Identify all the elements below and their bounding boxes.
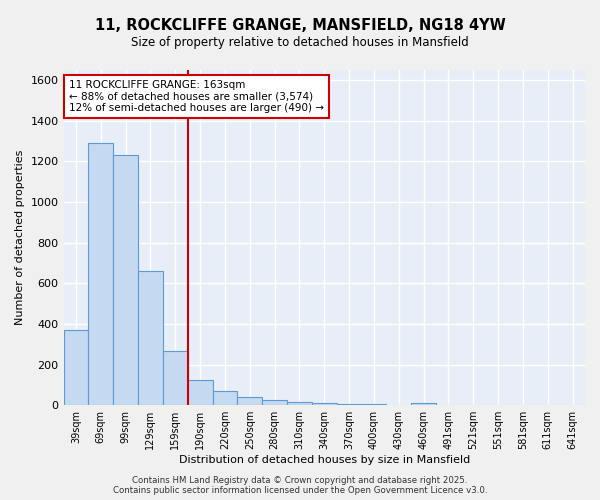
Text: 11 ROCKCLIFFE GRANGE: 163sqm
← 88% of detached houses are smaller (3,574)
12% of: 11 ROCKCLIFFE GRANGE: 163sqm ← 88% of de…	[69, 80, 324, 114]
Text: Contains HM Land Registry data © Crown copyright and database right 2025.
Contai: Contains HM Land Registry data © Crown c…	[113, 476, 487, 495]
X-axis label: Distribution of detached houses by size in Mansfield: Distribution of detached houses by size …	[179, 455, 470, 465]
Text: 11, ROCKCLIFFE GRANGE, MANSFIELD, NG18 4YW: 11, ROCKCLIFFE GRANGE, MANSFIELD, NG18 4…	[95, 18, 505, 32]
Bar	[188, 380, 212, 405]
Bar	[238, 398, 262, 405]
Bar	[362, 404, 386, 405]
Bar	[113, 156, 138, 405]
Bar	[312, 403, 337, 405]
Bar	[262, 400, 287, 405]
Y-axis label: Number of detached properties: Number of detached properties	[15, 150, 25, 326]
Bar	[287, 402, 312, 405]
Bar	[212, 392, 238, 405]
Bar	[64, 330, 88, 405]
Text: Size of property relative to detached houses in Mansfield: Size of property relative to detached ho…	[131, 36, 469, 49]
Bar	[337, 404, 362, 405]
Bar	[163, 352, 188, 405]
Bar	[88, 143, 113, 405]
Bar	[138, 271, 163, 405]
Bar	[411, 403, 436, 405]
